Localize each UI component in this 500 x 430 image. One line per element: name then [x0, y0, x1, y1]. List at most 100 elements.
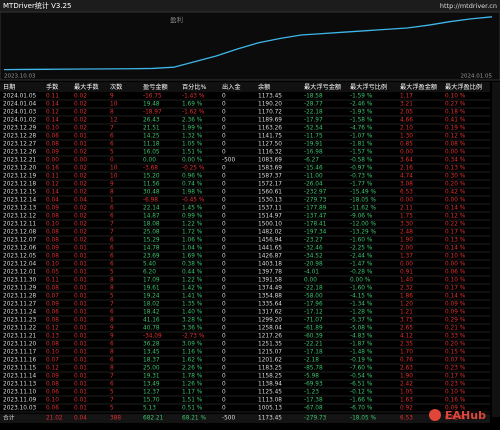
table-cell: 2023.12.11 — [3, 222, 37, 228]
table-cell: -22.21 — [304, 342, 323, 348]
column-header: 最大手数 — [74, 83, 100, 91]
table-cell: -17.18 — [304, 350, 323, 356]
total-cell: 388 — [110, 416, 121, 422]
chart-panel — [0, 11, 500, 81]
table-cell: 1005.13 — [258, 406, 282, 412]
table-cell: -22.18 — [304, 110, 323, 116]
table-cell: 0 — [222, 142, 226, 148]
table-cell: 0.01 — [74, 142, 87, 148]
table-cell: 0.09 % — [445, 310, 466, 316]
table-cell: -26.04 — [304, 182, 323, 188]
table-cell: 6.53 — [400, 190, 413, 196]
table-cell: 1299.20 — [258, 318, 282, 324]
table-cell: 0.01 — [74, 246, 87, 252]
table-cell: 0.01 — [74, 334, 87, 340]
table-cell: 0 — [222, 198, 226, 204]
table-cell: 25.08 — [143, 230, 160, 236]
table-cell: 0.02 — [74, 230, 87, 236]
table-cell: 0.14 — [46, 118, 59, 124]
table-cell: 1374.49 — [258, 286, 282, 292]
table-cell: 0.02 — [74, 110, 87, 116]
table-cell: 18.42 — [143, 310, 160, 316]
table-cell: 7 — [110, 230, 114, 236]
window-url[interactable]: http://mtdriver.cn — [440, 2, 497, 10]
table-cell: 10 — [110, 166, 118, 172]
table-cell: 2024.01.04 — [3, 102, 37, 108]
table-cell: 0 — [222, 342, 226, 348]
table-cell: 6 — [110, 214, 114, 220]
table-cell: 0.10 — [46, 126, 59, 132]
table-cell: 0.01 — [74, 342, 87, 348]
table-cell: 0.06 % — [445, 270, 466, 276]
table-cell: 0.09 — [46, 302, 59, 308]
table-cell: 11.18 — [143, 142, 160, 148]
table-cell: -0.58 % — [350, 158, 373, 164]
table-cell: 0.22 % — [445, 222, 466, 228]
table-cell: 0.27 % — [445, 102, 466, 108]
table-cell: 0.00 — [400, 198, 413, 204]
table-cell: 2024.01.02 — [3, 118, 37, 124]
watermark-icon — [429, 409, 441, 421]
table-cell: 3.28 % — [182, 318, 203, 324]
table-cell: 0.08 % — [445, 142, 466, 148]
table-cell: 2023.12.21 — [3, 158, 37, 164]
table-cell: 1.05 % — [182, 142, 203, 148]
table-cell: 0.42 % — [445, 190, 466, 196]
table-cell: -6.51 % — [350, 382, 373, 388]
table-cell: 8 — [110, 190, 114, 196]
table-cell: -6.70 % — [350, 406, 373, 412]
table-cell: 0.00 — [400, 150, 413, 156]
table-cell: 0.02 — [74, 126, 87, 132]
table-cell: 0.20 % — [445, 342, 466, 348]
table-cell: 0.10 — [46, 222, 59, 228]
table-cell: 23.69 — [143, 254, 160, 260]
table-cell: -1.58 % — [350, 118, 373, 124]
table-cell: 12.37 — [143, 390, 160, 396]
table-cell: -11.75 — [304, 134, 323, 140]
table-cell: 1.37 — [400, 254, 413, 260]
table-cell: 8 — [110, 286, 114, 292]
table-cell: -19.91 — [304, 142, 323, 148]
column-header: 百分比% — [182, 83, 207, 91]
table-cell: 0.33 % — [445, 334, 466, 340]
table-cell: 0 — [222, 406, 226, 412]
table-cell: -11.62 % — [350, 206, 377, 212]
table-cell: 0 — [222, 174, 226, 180]
table-cell: -32.46 — [304, 246, 323, 252]
table-cell: 26.43 — [143, 118, 160, 124]
table-cell: -1.77 % — [350, 182, 373, 188]
table-cell: 0.12 — [46, 326, 59, 332]
table-cell: -2.25 % — [350, 246, 373, 252]
table-cell: 0.19 % — [445, 126, 466, 132]
table-cell: 0.09 — [46, 150, 59, 156]
table-cell: 0.01 — [74, 366, 87, 372]
table-cell: 0 — [222, 94, 226, 100]
table-cell: -137.47 — [304, 214, 327, 220]
table-cell: 1456.94 — [258, 238, 282, 244]
table-cell: 1258.04 — [258, 326, 282, 332]
table-cell: 0.08 — [46, 342, 59, 348]
table-cell: 3.09 % — [182, 342, 203, 348]
table-cell: 0.06 — [46, 134, 59, 140]
table-cell: -22.18 — [304, 286, 323, 292]
table-cell: 0.12 — [46, 110, 59, 116]
table-cell: -178.41 — [304, 222, 327, 228]
table-cell: 2023.11.29 — [3, 286, 37, 292]
table-cell: 0.02 — [74, 150, 87, 156]
table-cell: 0 — [222, 318, 226, 324]
table-cell: 1441.65 — [258, 246, 282, 252]
table-cell: -2.46 % — [350, 102, 373, 108]
table-cell: 0 — [222, 134, 226, 140]
equity-line — [3, 16, 493, 71]
scrollbar[interactable] — [492, 82, 500, 417]
table-cell: 0.12 — [46, 182, 59, 188]
table-cell: -1.59 % — [350, 94, 373, 100]
table-cell: 2.05 — [400, 110, 413, 116]
table-cell: -0.45 % — [182, 198, 205, 204]
table-cell: 2.63 — [400, 366, 413, 372]
table-cell: 10 — [110, 102, 118, 108]
table-cell: -1.57 % — [350, 150, 373, 156]
table-cell: 0.04 — [46, 198, 59, 204]
table-cell: 2023.12.19 — [3, 174, 37, 180]
total-cell: 68.21 % — [182, 416, 206, 422]
